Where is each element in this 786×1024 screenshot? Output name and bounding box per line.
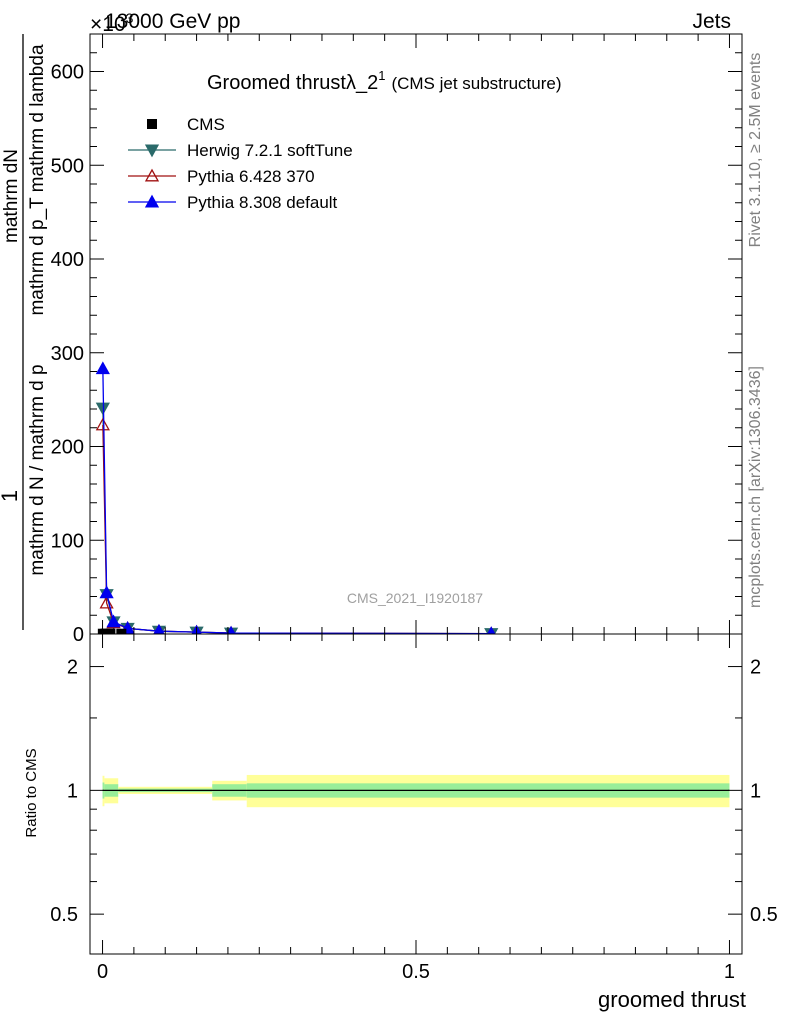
plot-subtitle: (CMS jet substructure) <box>391 74 561 93</box>
y-tick-label: 600 <box>51 62 84 84</box>
ratio-y-tick-label: 1 <box>67 780 78 802</box>
legend-item: Pythia 6.428 370 <box>128 167 315 186</box>
ylabel-denominator: mathrm d N / mathrm d p <box>27 364 48 575</box>
x-tick-label: 1 <box>724 961 735 983</box>
data-point <box>116 628 127 634</box>
legend-item: CMS <box>147 115 225 134</box>
legend-item: Pythia 8.308 default <box>128 193 338 212</box>
plot-title: Groomed thrustλ_21 (CMS jet substructure) <box>207 68 561 94</box>
ratio-y-tick-label-right: 2 <box>750 657 761 679</box>
ratio-ylabel: Ratio to CMS <box>23 748 40 837</box>
legend-item: Herwig 7.2.1 softTune <box>128 141 353 160</box>
legend: CMS Herwig 7.2.1 softTune Pythia 6.428 370… <box>128 115 353 212</box>
legend-label: Pythia 8.308 default <box>187 193 338 212</box>
data-point <box>147 119 157 129</box>
legend-label: CMS <box>187 115 225 134</box>
energy-label: 13000 GeV pp <box>105 10 241 33</box>
ratio-y-tick-label: 0.5 <box>50 904 78 926</box>
main-ylabel: 1 mathrm dN mathrm d N / mathrm d p math… <box>0 34 48 630</box>
plot-title-sup: 1 <box>378 68 385 83</box>
xlabel: groomed thrust <box>598 987 746 1012</box>
data-point <box>99 595 114 609</box>
data-point <box>144 168 160 182</box>
exponent-power: 3 <box>125 10 134 26</box>
legend-label: Herwig 7.2.1 softTune <box>187 141 353 160</box>
y-tick-label: 400 <box>51 249 84 271</box>
y-tick-label: 200 <box>51 437 84 459</box>
data-point <box>106 614 121 628</box>
y-tick-label: 300 <box>51 343 84 365</box>
data-point <box>153 623 165 634</box>
exponent-prefix: ×10 <box>90 13 126 36</box>
ylabel-numerator: 1 <box>0 490 22 502</box>
ratio-plot-panel: 0 0.5 1 0.5 0.5 1 1 2 2 <box>50 633 778 983</box>
y-tick-label: 100 <box>51 530 84 552</box>
data-point <box>95 417 110 431</box>
plot-title-main: Groomed thrustλ_2 <box>207 72 378 94</box>
analysis-watermark: CMS_2021_I1920187 <box>347 590 483 606</box>
ratio-y-tick-label: 2 <box>67 657 78 679</box>
data-point <box>105 628 116 634</box>
legend-label: Pythia 6.428 370 <box>187 167 315 186</box>
exponent-label: ×103 <box>90 10 133 37</box>
category-label: Jets <box>692 10 731 33</box>
x-tick-label: 0.5 <box>402 961 430 983</box>
ratio-y-tick-label-right: 1 <box>750 780 761 802</box>
data-point <box>486 626 496 634</box>
ylabel-dn: mathrm dN <box>1 149 22 243</box>
ratio-y-tick-label-right: 0.5 <box>750 904 778 926</box>
data-point <box>95 361 110 375</box>
y-tick-label: 0 <box>73 624 84 646</box>
y-tick-label: 500 <box>51 155 84 177</box>
data-point <box>99 585 114 599</box>
data-point <box>144 144 160 158</box>
x-tick-label: 0 <box>97 961 108 983</box>
data-point <box>144 194 160 208</box>
ylabel-denominator-2: mathrm d p_T mathrm d lambda <box>27 44 48 315</box>
